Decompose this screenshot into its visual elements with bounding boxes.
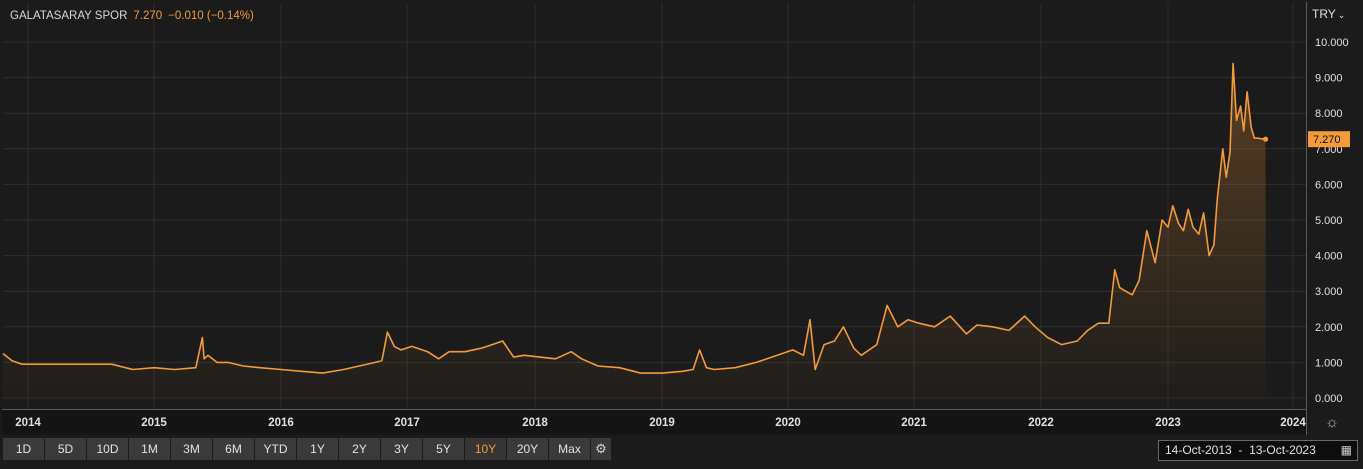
- date-range-picker[interactable]: 14-Oct-2013 - 13-Oct-2023 ▦: [1158, 440, 1358, 461]
- calendar-icon: ▦: [1340, 443, 1352, 457]
- range-button-1m[interactable]: 1M: [129, 438, 170, 460]
- x-tick-label: 2017: [394, 417, 420, 429]
- range-button-1y[interactable]: 1Y: [297, 438, 338, 460]
- y-tick-label: 6.000: [1315, 179, 1343, 191]
- range-button-ytd[interactable]: YTD: [255, 438, 296, 460]
- range-button-3y[interactable]: 3Y: [381, 438, 422, 460]
- range-button-3m[interactable]: 3M: [171, 438, 212, 460]
- x-tick-label: 2020: [775, 417, 801, 429]
- series-area: [3, 63, 1266, 399]
- y-tick-label: 4.000: [1315, 251, 1343, 263]
- last-price-dot: [1263, 136, 1269, 142]
- legend-instrument-name: GALATASARAY SPOR: [10, 10, 128, 22]
- chart-legend: GALATASARAY SPOR 7.270 −0.010 (−0.14%): [10, 10, 254, 22]
- last-price-tag: [1308, 131, 1350, 148]
- y-tick-label: 8.000: [1315, 108, 1343, 120]
- date-range-start: 14-Oct-2013: [1165, 443, 1232, 457]
- x-tick-label: 2024: [1280, 417, 1306, 429]
- y-axis-divider: [1306, 2, 1307, 435]
- x-tick-label: 2016: [268, 417, 294, 429]
- y-tick-label: 9.000: [1315, 73, 1343, 85]
- currency-label: TRY: [1312, 7, 1336, 21]
- date-range-separator: -: [1235, 443, 1246, 457]
- range-button-6m[interactable]: 6M: [213, 438, 254, 460]
- x-tick-label: 2021: [901, 417, 927, 429]
- range-button-5d[interactable]: 5D: [45, 438, 86, 460]
- series-line: [2, 62, 1266, 374]
- date-range-end: 13-Oct-2023: [1249, 443, 1316, 457]
- x-tick-label: 2023: [1155, 417, 1181, 429]
- range-button-2y[interactable]: 2Y: [339, 438, 380, 460]
- range-button-20y[interactable]: 20Y: [507, 438, 548, 460]
- range-button-10d[interactable]: 10D: [87, 438, 128, 460]
- y-tick-label: 10.000: [1315, 37, 1349, 49]
- currency-selector[interactable]: TRY ⌄: [1312, 7, 1345, 21]
- range-button-max[interactable]: Max: [549, 438, 590, 460]
- range-toolbar: 1D 5D 10D 1M 3M 6M YTD 1Y 2Y 3Y 5Y 10Y 20Y Max ⚙: [3, 438, 611, 462]
- range-button-10y[interactable]: 10Y: [465, 438, 506, 460]
- range-button-1d[interactable]: 1D: [3, 438, 44, 460]
- chart-settings-icon[interactable]: ☼: [1325, 414, 1339, 431]
- y-tick-label: 5.000: [1315, 215, 1343, 227]
- last-price-label: 7.270: [1313, 134, 1341, 146]
- x-tick-label: 2019: [649, 417, 675, 429]
- range-button-5y[interactable]: 5Y: [423, 438, 464, 460]
- legend-change: −0.010 (−0.14%): [168, 10, 254, 22]
- y-tick-label: 1.000: [1315, 357, 1343, 369]
- x-tick-label: 2018: [522, 417, 548, 429]
- x-tick-label: 2022: [1028, 417, 1054, 429]
- x-axis-band: [2, 409, 1306, 435]
- chevron-down-icon: ⌄: [1337, 10, 1346, 20]
- x-tick-label: 2015: [141, 417, 167, 429]
- y-tick-label: 3.000: [1315, 286, 1343, 298]
- y-tick-label: 0.000: [1315, 393, 1343, 405]
- y-tick-label: 2.000: [1315, 322, 1343, 334]
- legend-price: 7.270: [133, 10, 163, 22]
- gear-icon[interactable]: ⚙: [591, 438, 611, 460]
- x-tick-label: 2014: [15, 417, 41, 429]
